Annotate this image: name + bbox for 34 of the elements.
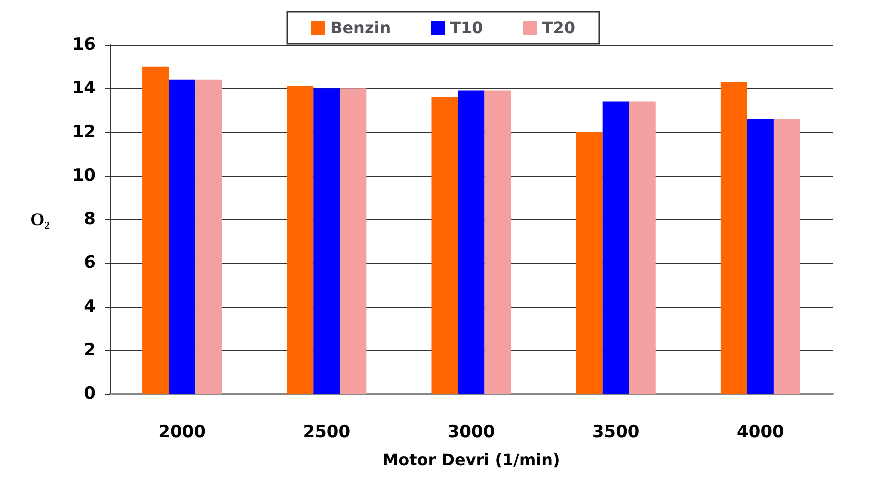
bar: [602, 102, 630, 394]
bar: [484, 90, 512, 394]
x-tick-label: 4000: [737, 422, 785, 442]
bar: [576, 132, 603, 394]
bar: [314, 88, 340, 394]
bar: [287, 86, 314, 394]
legend-label: T10: [450, 18, 484, 38]
bar: [142, 66, 170, 394]
legend-label: Benzin: [330, 18, 392, 38]
y-tick-label: 6: [84, 253, 96, 274]
y-tick-label: 12: [72, 122, 96, 142]
bar: [720, 82, 748, 394]
bar: [196, 80, 222, 394]
x-tick-label: 2500: [303, 422, 351, 442]
x-tick-label: 3500: [592, 422, 640, 442]
y-tick-label: 2: [84, 340, 96, 360]
x-axis-title: Motor Devri (1/min): [382, 450, 560, 470]
bar: [432, 97, 458, 394]
legend-label: T20: [542, 18, 576, 38]
bar: [169, 80, 196, 394]
bar: [774, 119, 800, 394]
bar: [458, 90, 485, 394]
y-tick-label: 8: [84, 210, 96, 230]
y-tick-label: 14: [72, 78, 96, 99]
bar: [629, 102, 656, 394]
y-tick-label: 16: [72, 35, 96, 55]
x-tick-label: 3000: [448, 422, 496, 442]
y-tick-label: 4: [84, 296, 96, 317]
y-tick-label: 10: [72, 166, 96, 186]
bar: [340, 88, 367, 394]
bar: [747, 119, 774, 394]
y-axis-title: O₂: [30, 210, 50, 230]
y-tick-label: 0: [84, 384, 96, 404]
x-tick-label: 2000: [158, 422, 206, 442]
